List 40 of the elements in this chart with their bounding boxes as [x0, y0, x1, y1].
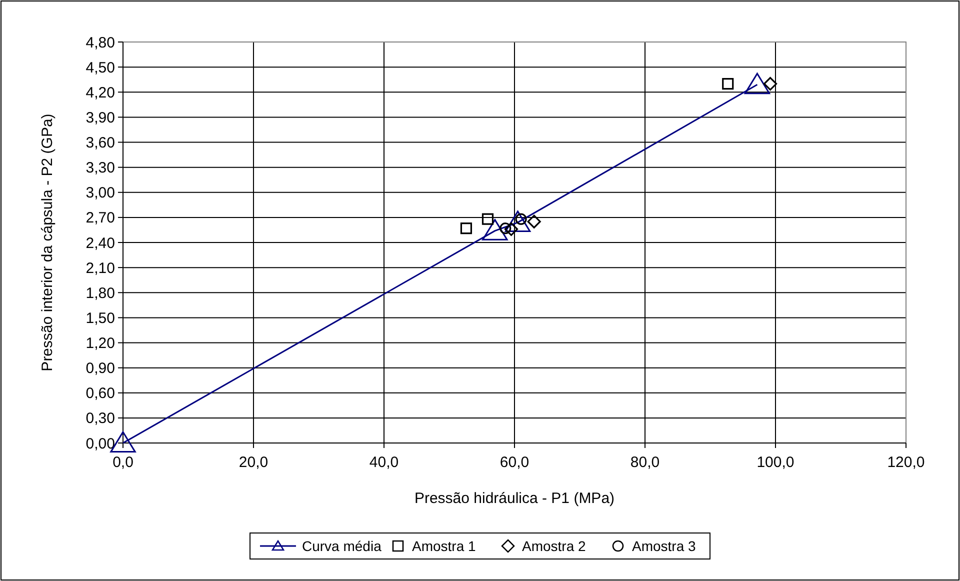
y-tick-label: 0,90 — [86, 360, 115, 378]
y-tick-label: 4,50 — [86, 59, 115, 76]
y-tick-label: 1,80 — [86, 284, 115, 302]
point — [527, 214, 541, 228]
y-tick-label: 4,20 — [86, 84, 115, 102]
point — [504, 222, 518, 236]
legend-label: Curva média — [302, 538, 382, 554]
x-tick-label: 80,0 — [630, 454, 660, 471]
y-tick-label: 0,60 — [86, 385, 115, 402]
x-tick-label: 120,0 — [887, 454, 925, 471]
point — [482, 213, 494, 225]
y-tick-label: 4,80 — [86, 34, 115, 52]
x-tick-label: 0,0 — [112, 454, 134, 471]
point — [763, 76, 778, 91]
point — [482, 219, 508, 240]
y-tick-label: 2,40 — [86, 234, 115, 252]
y-tick-label: 1,50 — [86, 310, 115, 327]
point — [744, 72, 770, 94]
point — [504, 210, 531, 232]
legend-label: Amostra 1 — [412, 538, 476, 554]
point — [500, 222, 512, 234]
x-tick-label: 60,0 — [500, 454, 530, 471]
x-tick-label: 20,0 — [238, 454, 268, 471]
y-axis-title: Pressão interior da cápsula - P2 (GPa) — [39, 114, 56, 372]
legend-label: Amostra 2 — [522, 538, 586, 554]
x-tick-label: 100,0 — [756, 454, 794, 471]
y-tick-label: 3,90 — [86, 109, 115, 126]
y-tick-label: 2,10 — [86, 260, 115, 277]
point — [722, 78, 734, 90]
y-tick-label: 2,70 — [86, 210, 115, 227]
legend-label: Amostra 3 — [632, 538, 696, 554]
x-axis-title: Pressão hidráulica - P1 (MPa) — [414, 490, 615, 507]
x-tick-label: 40,0 — [369, 454, 399, 471]
y-tick-label: 3,00 — [86, 184, 115, 202]
y-tick-label: 0,30 — [86, 410, 115, 428]
y-tick-label: 1,20 — [86, 335, 115, 352]
y-tick-label: 0,00 — [86, 435, 115, 452]
y-tick-label: 3,30 — [86, 160, 115, 177]
point — [460, 222, 472, 234]
y-tick-label: 3,60 — [86, 134, 115, 152]
